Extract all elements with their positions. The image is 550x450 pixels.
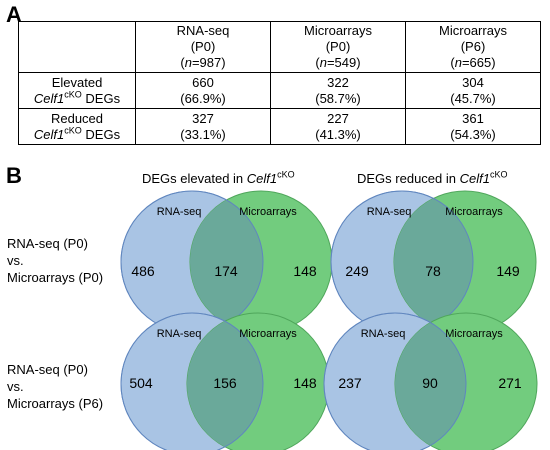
venn-column-title-reduced: DEGs reduced in Celf1cKO bbox=[357, 169, 508, 186]
panel-label-a: A bbox=[6, 2, 22, 27]
venn-right-count: 148 bbox=[293, 375, 317, 391]
venn-right-count: 149 bbox=[496, 263, 520, 279]
venn-left-label: RNA-seq bbox=[361, 328, 406, 340]
table-header-cell: Microarrays (P0) (n=549) bbox=[270, 21, 406, 73]
table-cell: 361 (54.3%) bbox=[405, 108, 541, 145]
header-dataset: Microarrays bbox=[439, 23, 507, 38]
venn-diagram: RNA-seq Microarrays 486 174 148 bbox=[120, 190, 333, 334]
table-cell: 322 (58.7%) bbox=[270, 72, 406, 109]
venn-left-label: RNA-seq bbox=[157, 328, 202, 340]
venn-overlap-count: 78 bbox=[425, 263, 441, 279]
venn-overlap bbox=[187, 313, 263, 450]
venn-row-label-p6: RNA-seq (P0) vs. Microarrays (P6) bbox=[7, 362, 104, 411]
panel-label-b: B bbox=[6, 163, 22, 188]
venn-right-label: Microarrays bbox=[445, 328, 503, 340]
venn-overlap bbox=[395, 313, 466, 450]
table-cell: 660 (66.9%) bbox=[135, 72, 271, 109]
venn-diagram: RNA-seq Microarrays 237 90 271 bbox=[323, 312, 538, 450]
venn-overlap bbox=[190, 191, 263, 333]
venn-left-count: 486 bbox=[131, 263, 155, 279]
venn-overlap-count: 174 bbox=[214, 263, 238, 279]
header-stage: (P0) bbox=[190, 39, 216, 54]
row-label-cell: Elevated Celf1cKO DEGs bbox=[18, 72, 136, 109]
table-cell: 304 (45.7%) bbox=[405, 72, 541, 109]
header-dataset: RNA-seq bbox=[176, 23, 230, 38]
header-stage: (P0) bbox=[325, 39, 351, 54]
table-header-cell: RNA-seq (P0) (n=987) bbox=[135, 21, 271, 73]
venn-left-count: 249 bbox=[345, 263, 369, 279]
venn-column-title-elevated: DEGs elevated in Celf1cKO bbox=[142, 169, 295, 186]
venn-overlap-count: 90 bbox=[422, 375, 438, 391]
venn-left-label: RNA-seq bbox=[367, 206, 412, 218]
venn-row-label-p0: RNA-seq (P0) vs. Microarrays (P0) bbox=[7, 236, 104, 285]
venn-overlap-count: 156 bbox=[213, 375, 237, 391]
venn-overlap bbox=[394, 191, 473, 333]
venn-right-count: 271 bbox=[498, 375, 522, 391]
header-count: (n=987) bbox=[180, 55, 226, 70]
venn-right-label: Microarrays bbox=[239, 328, 297, 340]
venn-right-label: Microarrays bbox=[239, 206, 297, 218]
row-label-cell: Reduced Celf1cKO DEGs bbox=[18, 108, 136, 145]
venn-right-label: Microarrays bbox=[445, 206, 503, 218]
venn-left-count: 504 bbox=[129, 375, 153, 391]
header-count: (n=665) bbox=[450, 55, 496, 70]
table-header-cell: Microarrays (P6) (n=665) bbox=[405, 21, 541, 73]
header-stage: (P6) bbox=[460, 39, 486, 54]
table-cell: 327 (33.1%) bbox=[135, 108, 271, 145]
table-header-row: RNA-seq (P0) (n=987) Microarrays (P0) (n… bbox=[18, 21, 541, 73]
venn-left-count: 237 bbox=[338, 375, 362, 391]
venn-right-count: 148 bbox=[293, 263, 317, 279]
table-corner-cell bbox=[18, 21, 136, 73]
deg-table: RNA-seq (P0) (n=987) Microarrays (P0) (n… bbox=[18, 21, 541, 145]
venn-left-label: RNA-seq bbox=[157, 206, 202, 218]
header-count: (n=549) bbox=[315, 55, 361, 70]
table-cell: 227 (41.3%) bbox=[270, 108, 406, 145]
venn-diagram: RNA-seq Microarrays 249 78 149 bbox=[330, 190, 537, 334]
table-row: Reduced Celf1cKO DEGs 327 (33.1%) 227 (41.… bbox=[18, 108, 541, 145]
table-row: Elevated Celf1cKO DEGs 660 (66.9%) 322 (58… bbox=[18, 72, 541, 109]
header-dataset: Microarrays bbox=[304, 23, 372, 38]
venn-diagram: RNA-seq Microarrays 504 156 148 bbox=[120, 312, 330, 450]
